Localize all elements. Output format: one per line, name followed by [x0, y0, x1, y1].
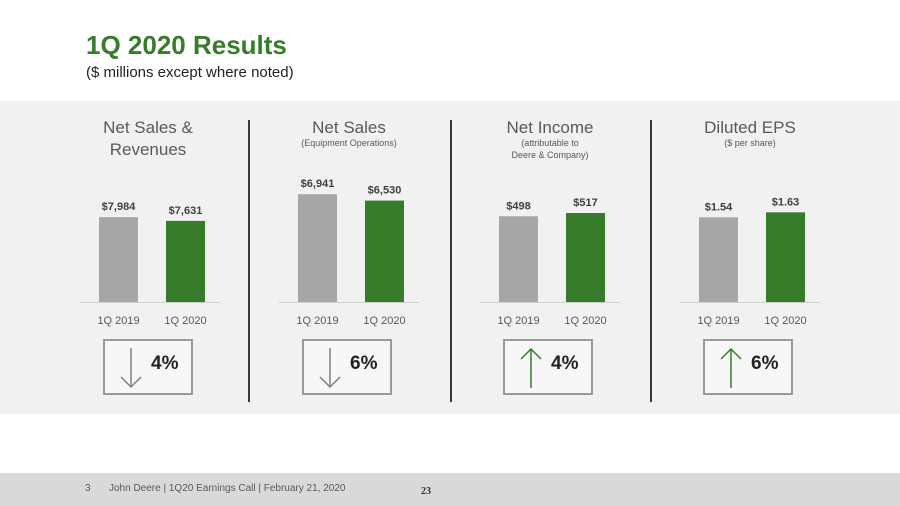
- down-arrow-icon: [120, 348, 142, 389]
- panel-note: ($ per share): [724, 138, 776, 148]
- data-label: $498: [506, 200, 530, 212]
- footer-bar: 3 John Deere | 1Q20 Earnings Call | Febr…: [0, 473, 900, 506]
- category-label: 1Q 2019: [296, 315, 338, 327]
- data-label: $6,530: [368, 185, 402, 197]
- data-label: $7,631: [169, 205, 203, 217]
- bar-chart: $6,941 1Q 2019 $6,530 1Q 2020: [279, 178, 419, 327]
- category-label: 1Q 2019: [697, 315, 739, 327]
- change-percent: 4%: [151, 353, 179, 374]
- data-label: $6,941: [301, 178, 335, 190]
- change-box: 6%: [703, 339, 793, 395]
- bar-prior: [99, 217, 138, 302]
- category-label: 1Q 2020: [564, 315, 606, 327]
- slide-number: 3: [85, 483, 91, 494]
- data-label: $1.54: [705, 201, 733, 213]
- category-label: 1Q 2020: [764, 315, 806, 327]
- change-percent: 4%: [551, 353, 579, 374]
- divider-1: [248, 120, 250, 402]
- divider-2: [450, 120, 452, 402]
- bar-chart: $7,984 1Q 2019 $7,631 1Q 2020: [80, 201, 220, 327]
- bar-prior: [298, 194, 337, 302]
- category-label: 1Q 2019: [497, 315, 539, 327]
- page-title: 1Q 2020 Results: [86, 30, 287, 60]
- change-percent: 6%: [350, 353, 378, 374]
- up-arrow-icon: [720, 347, 742, 388]
- panel-title: Net Sales & Revenues: [103, 118, 193, 159]
- panel-net-income: Net Income (attributable to Deere & Comp…: [450, 101, 650, 414]
- panel-title: Diluted EPS: [704, 118, 796, 137]
- page-number: 23: [421, 486, 431, 497]
- bar-current: [566, 212, 605, 302]
- bar-prior: [699, 217, 738, 302]
- panel-net-sales-revenues: Net Sales & Revenues $7,984 1Q 2019 $7,631…: [50, 101, 250, 414]
- change-percent: 6%: [751, 353, 779, 374]
- panel-note: (attributable to Deere & Company): [511, 138, 589, 160]
- category-label: 1Q 2020: [164, 315, 206, 327]
- category-label: 1Q 2019: [97, 315, 139, 327]
- panel-title: Net Income: [506, 118, 594, 137]
- divider-3: [650, 120, 652, 402]
- panel-diluted-eps: Diluted EPS ($ per share) $1.54 1Q 2019 $1…: [650, 101, 850, 414]
- bar-current: [166, 220, 205, 302]
- bar-current: [766, 212, 805, 302]
- down-arrow-icon: [319, 348, 341, 389]
- bar-chart: $1.54 1Q 2019 $1.63 1Q 2020: [680, 196, 820, 327]
- change-box: 4%: [503, 339, 593, 395]
- category-label: 1Q 2020: [363, 315, 405, 327]
- bar-prior: [499, 216, 538, 302]
- panel-net-sales: Net Sales (Equipment Operations) $6,941 1…: [249, 101, 449, 414]
- change-box: 4%: [103, 339, 193, 395]
- footer-text: John Deere | 1Q20 Earnings Call | Februa…: [109, 483, 346, 494]
- data-label: $517: [573, 197, 597, 209]
- panel-title: Net Sales: [312, 118, 386, 137]
- page-subtitle: ($ millions except where noted): [86, 64, 294, 81]
- data-label: $1.63: [772, 196, 800, 208]
- bar-chart: $498 1Q 2019 $517 1Q 2020: [480, 197, 620, 327]
- data-label: $7,984: [102, 201, 137, 213]
- bar-current: [365, 200, 404, 302]
- panel-note: (Equipment Operations): [301, 138, 397, 148]
- up-arrow-icon: [520, 347, 542, 388]
- change-box: 6%: [302, 339, 392, 395]
